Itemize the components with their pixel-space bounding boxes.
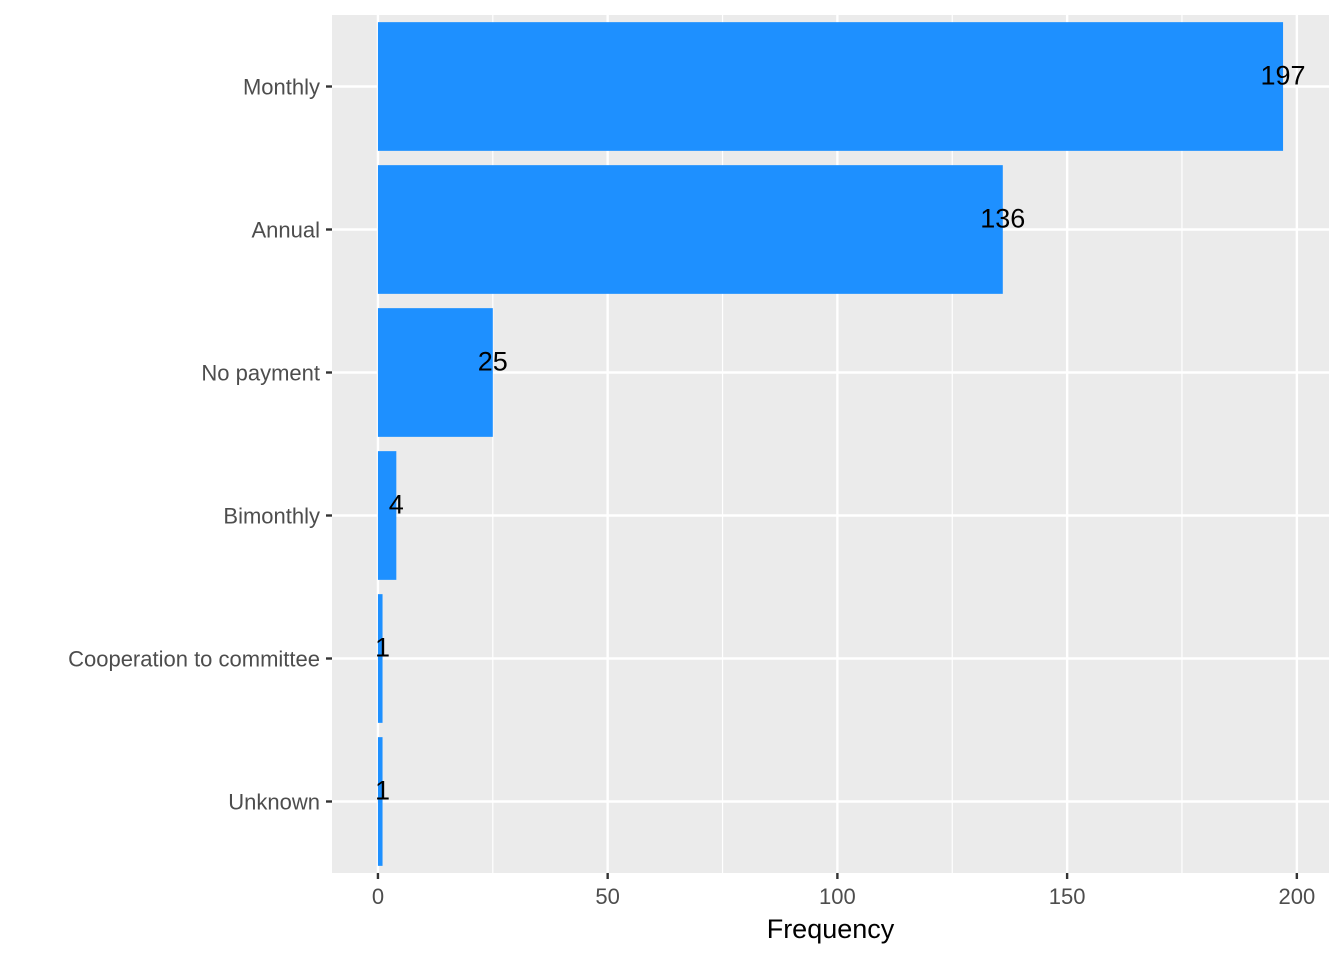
x-tick-label: 0 <box>372 884 384 909</box>
data-label: 136 <box>980 204 1025 234</box>
y-tick-label: Annual <box>251 218 320 243</box>
plot-panel-background <box>332 15 1329 873</box>
bar-unknown <box>377 737 383 866</box>
bar-no-payment <box>377 308 493 437</box>
data-label: 25 <box>478 347 508 377</box>
data-label: 1 <box>375 776 390 806</box>
data-label: 1 <box>375 633 390 663</box>
data-label: 4 <box>389 490 404 520</box>
y-tick-label: Bimonthly <box>223 504 320 529</box>
bars <box>377 22 1284 866</box>
y-tick-label: Cooperation to committee <box>68 647 320 672</box>
x-axis-title: Frequency <box>767 914 895 944</box>
y-axis: Monthly Annual No payment Bimonthly Cooperat… <box>68 75 332 815</box>
data-label: 197 <box>1261 61 1306 91</box>
bar-bimonthly <box>377 451 397 580</box>
y-tick-label: Monthly <box>243 75 320 100</box>
x-axis: 0 50 100 150 200 <box>372 873 1315 909</box>
data-labels: 197 136 25 4 1 1 <box>375 61 1306 806</box>
y-tick-label: Unknown <box>228 790 320 815</box>
bar-cooperation-to-committee <box>377 594 383 723</box>
x-tick-label: 200 <box>1278 884 1315 909</box>
y-tick-label: No payment <box>201 361 320 386</box>
bar-monthly <box>377 22 1284 151</box>
x-tick-label: 50 <box>595 884 619 909</box>
x-tick-label: 100 <box>819 884 856 909</box>
x-tick-label: 150 <box>1049 884 1086 909</box>
bar-annual <box>377 165 1003 294</box>
